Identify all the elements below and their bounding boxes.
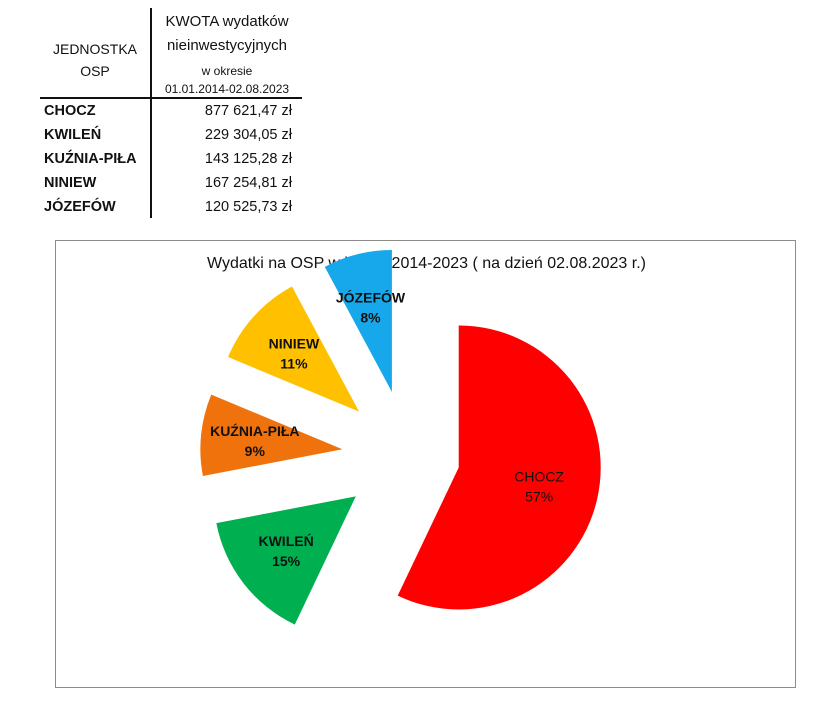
pie-chart: CHOCZ 57% KWILEŃ 15% KUŹNIA-PIŁA 9% NINIEW 11% J… xyxy=(200,249,601,625)
table-header-divider xyxy=(40,97,302,99)
row-amount: 120 525,73 zł xyxy=(204,199,292,215)
row-amount: 229 304,05 zł xyxy=(204,127,292,143)
slice-label-name: JÓZEFÓW xyxy=(336,289,406,306)
slice-label-name: KUŹNIA-PIŁA xyxy=(210,423,299,439)
row-unit-name: KWILEŃ xyxy=(44,127,102,143)
row-unit-name: NINIEW xyxy=(44,175,97,191)
pie-slice-kuźnia-piła xyxy=(200,394,343,477)
pie-slice-kwileń xyxy=(216,496,356,625)
header-amount: KWOTA wydatków nieinwestycyjnych w okres… xyxy=(152,10,302,98)
slice-label-name: NINIEW xyxy=(269,336,320,352)
table-row: KUŹNIA-PIŁA 143 125,28 zł xyxy=(0,148,320,172)
header-amount-line4: 01.01.2014-02.08.2023 xyxy=(164,82,290,96)
pie-slice-chocz xyxy=(397,325,601,610)
chart-title: Wydatki na OSP w latach 2014-2023 ( na d… xyxy=(207,255,646,272)
slice-label-name: KWILEŃ xyxy=(258,533,313,549)
table-row: NINIEW 167 254,81 zł xyxy=(0,172,320,196)
header-unit-line2: OSP xyxy=(80,63,110,79)
row-amount: 877 621,47 zł xyxy=(204,103,292,119)
row-unit-name: JÓZEFÓW xyxy=(44,199,116,215)
table-vertical-divider xyxy=(150,8,152,218)
row-amount: 143 125,28 zł xyxy=(204,151,292,167)
expenses-table: JEDNOSTKA OSP KWOTA wydatków nieinwestyc… xyxy=(0,0,831,230)
header-amount-line3: w okresie xyxy=(201,64,253,78)
table-row: JÓZEFÓW 120 525,73 zł xyxy=(0,196,320,220)
table-row: KWILEŃ 229 304,05 zł xyxy=(0,124,320,148)
row-unit-name: KUŹNIA-PIŁA xyxy=(44,151,137,167)
slice-label-percent: 57% xyxy=(525,489,553,505)
chart-area: Wydatki na OSP w latach 2014-2023 ( na d… xyxy=(55,240,796,688)
header-amount-line2: nieinwestycyjnych xyxy=(166,37,288,54)
slice-label-percent: 9% xyxy=(245,443,266,459)
pie-slice-józefów xyxy=(324,249,392,392)
table-row: CHOCZ 877 621,47 zł xyxy=(0,100,320,124)
slice-label-name: CHOCZ xyxy=(514,469,564,485)
header-amount-line1: KWOTA wydatków xyxy=(165,13,289,30)
header-unit: JEDNOSTKA OSP xyxy=(40,38,150,82)
slice-label-percent: 11% xyxy=(280,356,308,372)
slice-label-percent: 15% xyxy=(272,553,301,569)
pie-slice-niniew xyxy=(228,286,360,412)
header-unit-line1: JEDNOSTKA xyxy=(52,41,137,57)
row-amount: 167 254,81 zł xyxy=(204,175,292,191)
slice-label-percent: 8% xyxy=(360,310,381,326)
row-unit-name: CHOCZ xyxy=(44,103,96,119)
